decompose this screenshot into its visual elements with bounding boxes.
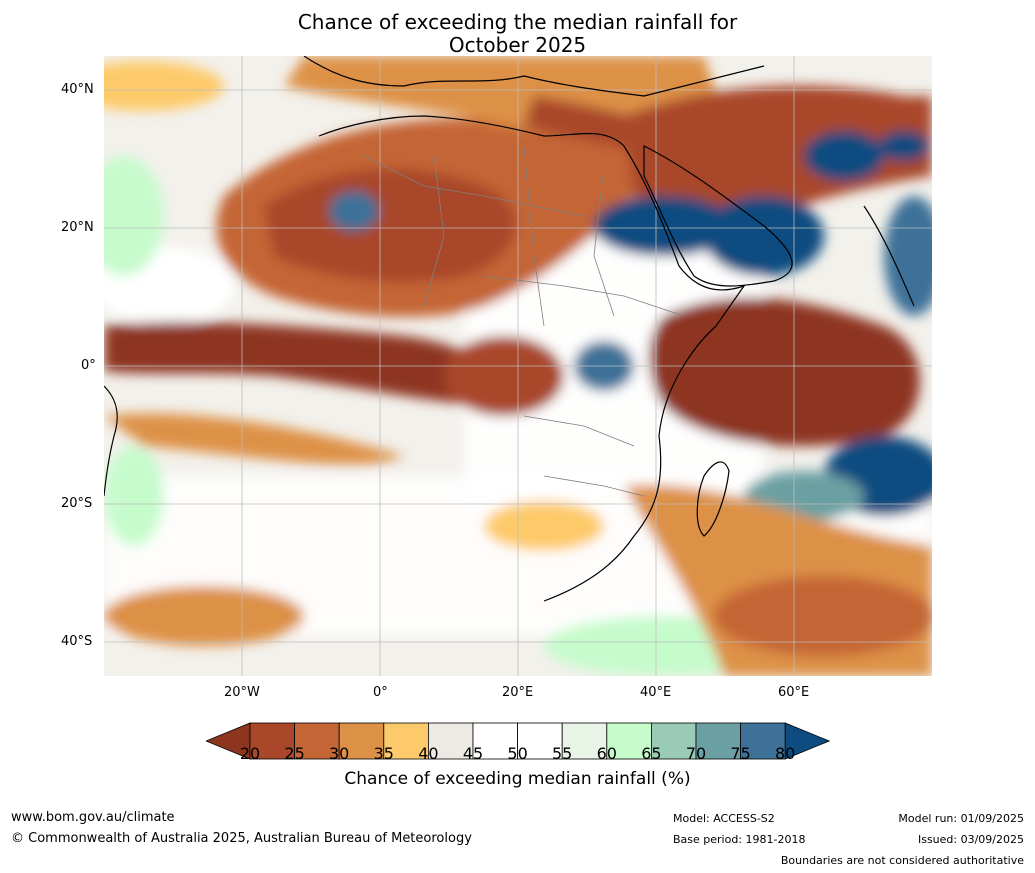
colorbar-segment [427,722,474,760]
graticule [104,56,932,676]
colorbar-tick-label: 20 [239,744,261,763]
colorbar-segment [695,722,741,760]
colorbar-arrow-high [784,722,830,760]
colorbar-tick-label: 65 [641,744,662,763]
disclaimer-text: Boundaries are not considered authoritat… [780,854,1024,867]
model-run-text: Model run: 01/09/2025 [898,812,1024,825]
colorbar-segment [606,722,652,760]
colorbar-tick-label: 35 [373,744,394,763]
colorbar-segment [383,722,429,760]
colorbar-tick-label: 50 [507,744,528,763]
colorbar-segment [294,722,340,760]
colorbar-segment [650,722,697,760]
map-title-line1: Chance of exceeding the median rainfall … [297,10,738,34]
colorbar-segment [249,722,295,760]
colorbar-tick-label: 30 [329,744,350,763]
lat-tick-20s: 20°S [61,496,93,511]
colorbar-segment [338,722,385,760]
colorbar-tick-label: 75 [730,744,751,763]
colorbar-tick-label: 55 [552,744,573,763]
lon-tick-0: 0° [373,685,388,700]
colorbar [206,722,830,760]
lat-tick-20n: 20°N [61,220,94,235]
model-text: Model: ACCESS-S2 [673,812,775,825]
lon-tick-20e: 20°E [502,685,534,700]
map-title-line2: October 2025 [448,33,587,57]
coastlines [104,56,915,602]
colorbar-tick-label: 25 [284,744,305,763]
lat-tick-40n: 40°N [61,82,94,97]
copyright-text: © Commonwealth of Australia 2025, Austra… [11,831,472,846]
rainfall-outlook-map [104,56,932,676]
lat-tick-equator: 0° [81,358,96,373]
colorbar-tick-label: 45 [462,744,484,763]
colorbar-title: Chance of exceeding median rainfall (%) [344,769,691,789]
lat-tick-40s: 40°S [61,634,93,649]
issued-text: Issued: 03/09/2025 [917,833,1024,846]
colorbar-tick-label: 60 [596,744,617,763]
lon-tick-60e: 60°E [778,685,810,700]
base-period-text: Base period: 1981-2018 [673,833,806,846]
colorbar-segment [517,722,563,760]
colorbar-tick-label: 40 [418,744,439,763]
website-link[interactable]: www.bom.gov.au/climate [11,810,175,825]
colorbar-tick-label: 70 [685,744,707,763]
lon-tick-40e: 40°E [640,685,672,700]
colorbar-tick-label: 80 [775,744,796,763]
country-borders [363,145,685,497]
lon-tick-20w: 20°W [224,685,260,700]
